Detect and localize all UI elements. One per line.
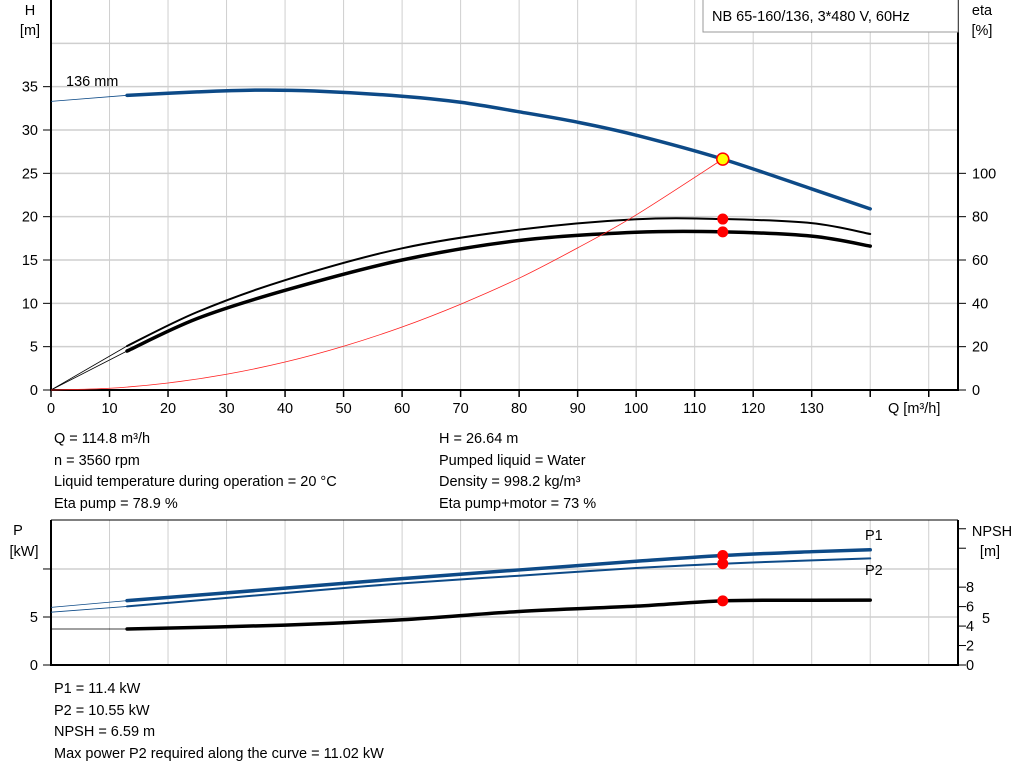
head-efficiency-chart [43,0,966,397]
duty-point-marker [717,595,729,607]
curve-extension [50,350,128,391]
x-axis-label: Q [m³/h] [888,401,940,417]
curve-extension [50,600,128,608]
liquid-readout: Pumped liquid = Water [439,452,586,469]
duty-point-marker [717,226,729,238]
duty-point-marker [717,558,729,570]
y-axis-label-right: NPSH [972,524,1012,540]
y-tick-label-right: 60 [972,253,988,269]
y-tick-label-right: 2 [966,639,974,655]
y-axis-label-left: H [25,3,35,19]
x-tick-label: 10 [101,401,117,417]
duty-point-marker [717,213,729,225]
p2-label: P2 [865,563,883,579]
head-readout: H = 26.64 m [439,431,519,447]
eta-pump-readout: Eta pump = 78.9 % [54,495,178,512]
curve-1-2 [125,598,872,631]
power-npsh-chart [43,519,966,666]
x-tick-label: 100 [624,401,648,417]
x-tick-label: 20 [160,401,176,417]
y-tick-label-left: 0 [30,658,38,674]
y-axis-label-right-unit: [%] [972,23,993,39]
y-tick-label-right: 0 [972,383,980,399]
y-axis-label-right: eta [972,3,993,19]
title-box [702,0,959,33]
duty-point-marker [717,550,729,562]
y-tick-label-left: 0 [30,383,38,399]
x-tick-label: 30 [218,401,234,417]
pump-title: NB 65-160/136, 3*480 V, 60Hz [712,9,910,25]
x-tick-label: 70 [453,401,469,417]
eta-pump-motor-readout: Eta pump+motor = 73 % [439,495,597,512]
y-axis-label-right-unit: [m] [980,544,1000,560]
x-tick-label: 110 [683,401,706,417]
npsh-readout: NPSH = 6.59 m [54,724,156,741]
y-tick-label-right: 80 [972,210,988,226]
curve-extension [50,94,128,102]
y-tick-label-left: 30 [22,123,38,139]
p1-readout: P1 = 11.4 kW [54,681,141,697]
x-tick-label: 80 [511,401,527,417]
temperature-readout: Liquid temperature during operation = 20… [54,474,337,491]
y-tick-label-left: 35 [22,80,38,96]
density-readout: Density = 998.2 kg/m³ [439,474,581,491]
y-tick-label-left: 5 [30,340,38,356]
flow-readout: Q = 114.8 m³/h [54,431,151,447]
max-p2-readout: Max power P2 required along the curve = … [54,745,384,762]
x-tick-label: 120 [741,401,765,417]
y-tick-label-right: 6 [966,600,974,616]
operating-info-left: Q = 114.8 m³/h n = 3560 rpm Liquid tempe… [54,429,337,515]
x-tick-label: 40 [277,401,293,417]
p1-label: P1 [865,528,883,544]
y-tick-label-right: 40 [972,296,988,312]
curve-P1 [125,548,872,603]
speed-readout: n = 3560 rpm [54,452,140,469]
y-tick-label-right: 100 [972,166,996,182]
y-tick-label-right: 20 [972,340,988,356]
curve-P2 [126,557,872,608]
curve-0-1 [126,217,872,348]
y-tick-label-right: 8 [966,580,974,596]
system-curve [50,158,723,391]
power-info: P1 = 11.4 kW P2 = 10.55 kW NPSH = 6.59 m… [54,679,384,765]
x-tick-label: 50 [336,401,352,417]
curve-0-2 [125,229,872,353]
p2-readout: P2 = 10.55 kW [54,702,150,719]
operating-info-right: H = 26.64 m Pumped liquid = Water Densit… [439,429,596,515]
y-axis-label-left-unit: [m] [20,23,40,39]
x-tick-label: 0 [47,401,55,417]
y-tick-label-left: 5 [30,610,38,626]
x-tick-label: 130 [800,401,824,417]
y-tick-label-left: 20 [22,210,38,226]
y-axis-label-left-unit: [kW] [10,544,39,560]
duty-point-marker [716,152,730,166]
curve-extension [50,606,128,613]
curve-extension [50,345,128,391]
x-tick-label: 60 [394,401,410,417]
y-tick-label-left: 25 [22,166,38,182]
y-tick-label-right: 0 [966,658,974,674]
y-tick-label-left: 10 [22,296,38,312]
y-axis-label-left: P [13,523,23,539]
impeller-diameter-label: 136 mm [66,74,118,90]
curve-136-mm [125,88,872,211]
y-tick-label-left: 15 [22,253,38,269]
y-tick-label-right: 4 [966,619,974,635]
x-tick-label: 90 [570,401,586,417]
y-tick-label-right-extra: 5 [982,611,990,627]
